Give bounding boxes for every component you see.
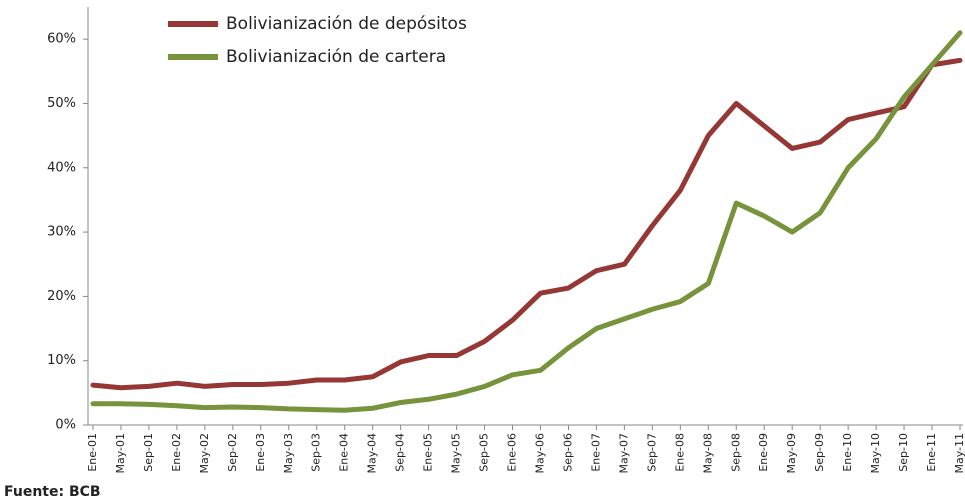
- legend-label: Bolivianización de depósitos: [226, 14, 467, 34]
- x-tick-label: May-06: [533, 433, 546, 474]
- x-tick-label: May-04: [366, 433, 379, 474]
- x-tick-label: May-08: [701, 433, 714, 474]
- x-tick-label: Ene-08: [673, 433, 686, 472]
- x-tick-label: Ene-11: [925, 433, 938, 472]
- y-tick-label: 60%: [47, 32, 76, 47]
- x-tick-label: Ene-01: [86, 433, 99, 472]
- x-tick-label: May-03: [282, 433, 295, 474]
- x-tick-label: Ene-09: [757, 433, 770, 472]
- legend-label: Bolivianización de cartera: [226, 47, 446, 67]
- x-tick-label: May-02: [198, 433, 211, 474]
- x-tick-label: Sep-09: [813, 433, 826, 472]
- x-tick-label: May-07: [617, 433, 630, 474]
- x-tick-label: Sep-06: [561, 433, 574, 472]
- x-tick-label: Sep-07: [645, 433, 658, 472]
- x-tick-label: May-09: [785, 433, 798, 474]
- x-tick-label: May-11: [953, 433, 965, 474]
- x-tick-label: Sep-02: [226, 433, 239, 472]
- x-tick-label: Sep-04: [394, 433, 407, 472]
- x-tick-label: Ene-02: [170, 433, 183, 472]
- x-tick-label: Sep-05: [478, 433, 491, 472]
- x-tick-label: Ene-10: [841, 433, 854, 472]
- x-tick-label: Ene-03: [254, 433, 267, 472]
- x-tick-label: Sep-01: [142, 433, 155, 472]
- source-note: Fuente: BCB: [4, 484, 101, 500]
- y-tick-label: 0%: [55, 418, 76, 433]
- series-line: [90, 57, 963, 391]
- y-tick-label: 20%: [47, 289, 76, 304]
- y-tick-label: 30%: [47, 225, 76, 240]
- x-tick-label: May-10: [869, 433, 882, 474]
- y-tick-label: 50%: [47, 96, 76, 111]
- series-line: [90, 30, 963, 413]
- x-tick-label: May-01: [114, 433, 127, 474]
- x-tick-label: Sep-08: [729, 433, 742, 472]
- x-tick-label: Ene-06: [506, 433, 519, 472]
- x-tick-label: Sep-10: [897, 433, 910, 472]
- x-tick-label: Sep-03: [310, 433, 323, 472]
- x-tick-label: Ene-07: [589, 433, 602, 472]
- y-tick-label: 10%: [47, 353, 76, 368]
- x-tick-label: May-05: [450, 433, 463, 474]
- x-tick-label: Ene-04: [338, 433, 351, 472]
- y-tick-label: 40%: [47, 160, 76, 175]
- x-tick-label: Ene-05: [422, 433, 435, 472]
